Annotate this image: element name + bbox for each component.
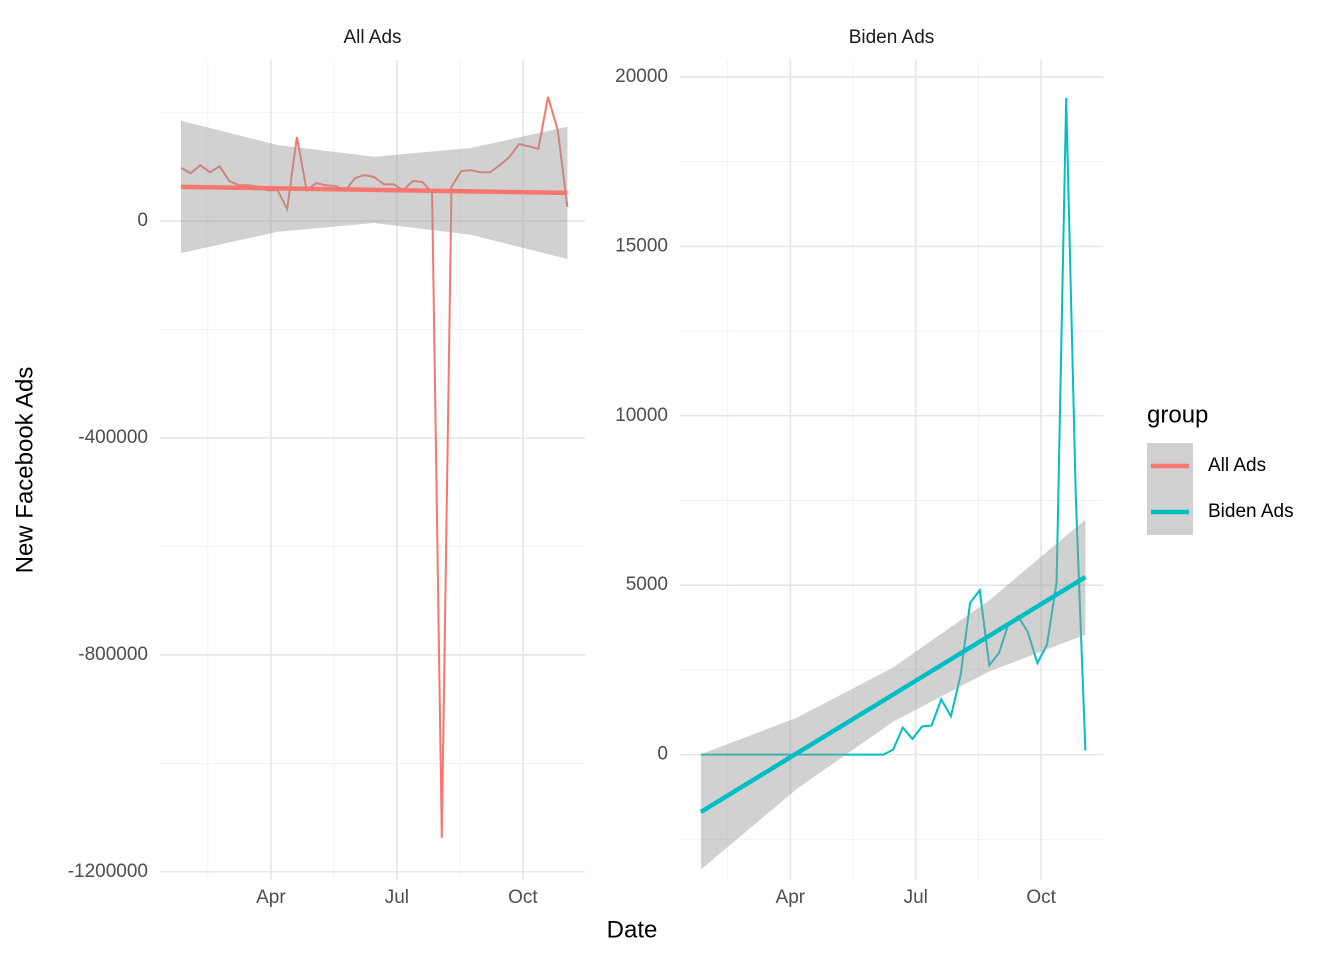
legend-label: All Ads — [1208, 455, 1266, 476]
y-tick-label: 10000 — [615, 405, 668, 426]
y-tick-label: 5000 — [626, 574, 668, 595]
x-tick-label: Oct — [508, 887, 538, 908]
legend-title: group — [1147, 401, 1208, 428]
data-line — [180, 96, 569, 838]
x-tick-label: Apr — [776, 887, 806, 908]
x-axis-label: Date — [607, 916, 658, 943]
trend-line — [180, 184, 568, 196]
x-tick-label: Apr — [256, 887, 286, 908]
legend-label: Biden Ads — [1208, 501, 1294, 522]
x-tick-label: Jul — [385, 887, 409, 908]
x-tick-label: Oct — [1026, 887, 1056, 908]
panel-title: All Ads — [343, 27, 401, 48]
trend-line — [699, 575, 1087, 814]
x-tick-label: Jul — [904, 887, 928, 908]
y-tick-label: -400000 — [78, 427, 148, 448]
y-tick-label: 0 — [137, 210, 148, 231]
y-tick-label: -800000 — [78, 644, 148, 665]
y-tick-label: 20000 — [615, 66, 668, 87]
y-tick-label: -1200000 — [68, 861, 148, 882]
panel-title: Biden Ads — [849, 27, 935, 48]
y-tick-label: 0 — [657, 744, 668, 765]
y-tick-label: 15000 — [615, 235, 668, 256]
y-axis-label: New Facebook Ads — [11, 367, 38, 574]
data-line — [700, 97, 1087, 756]
